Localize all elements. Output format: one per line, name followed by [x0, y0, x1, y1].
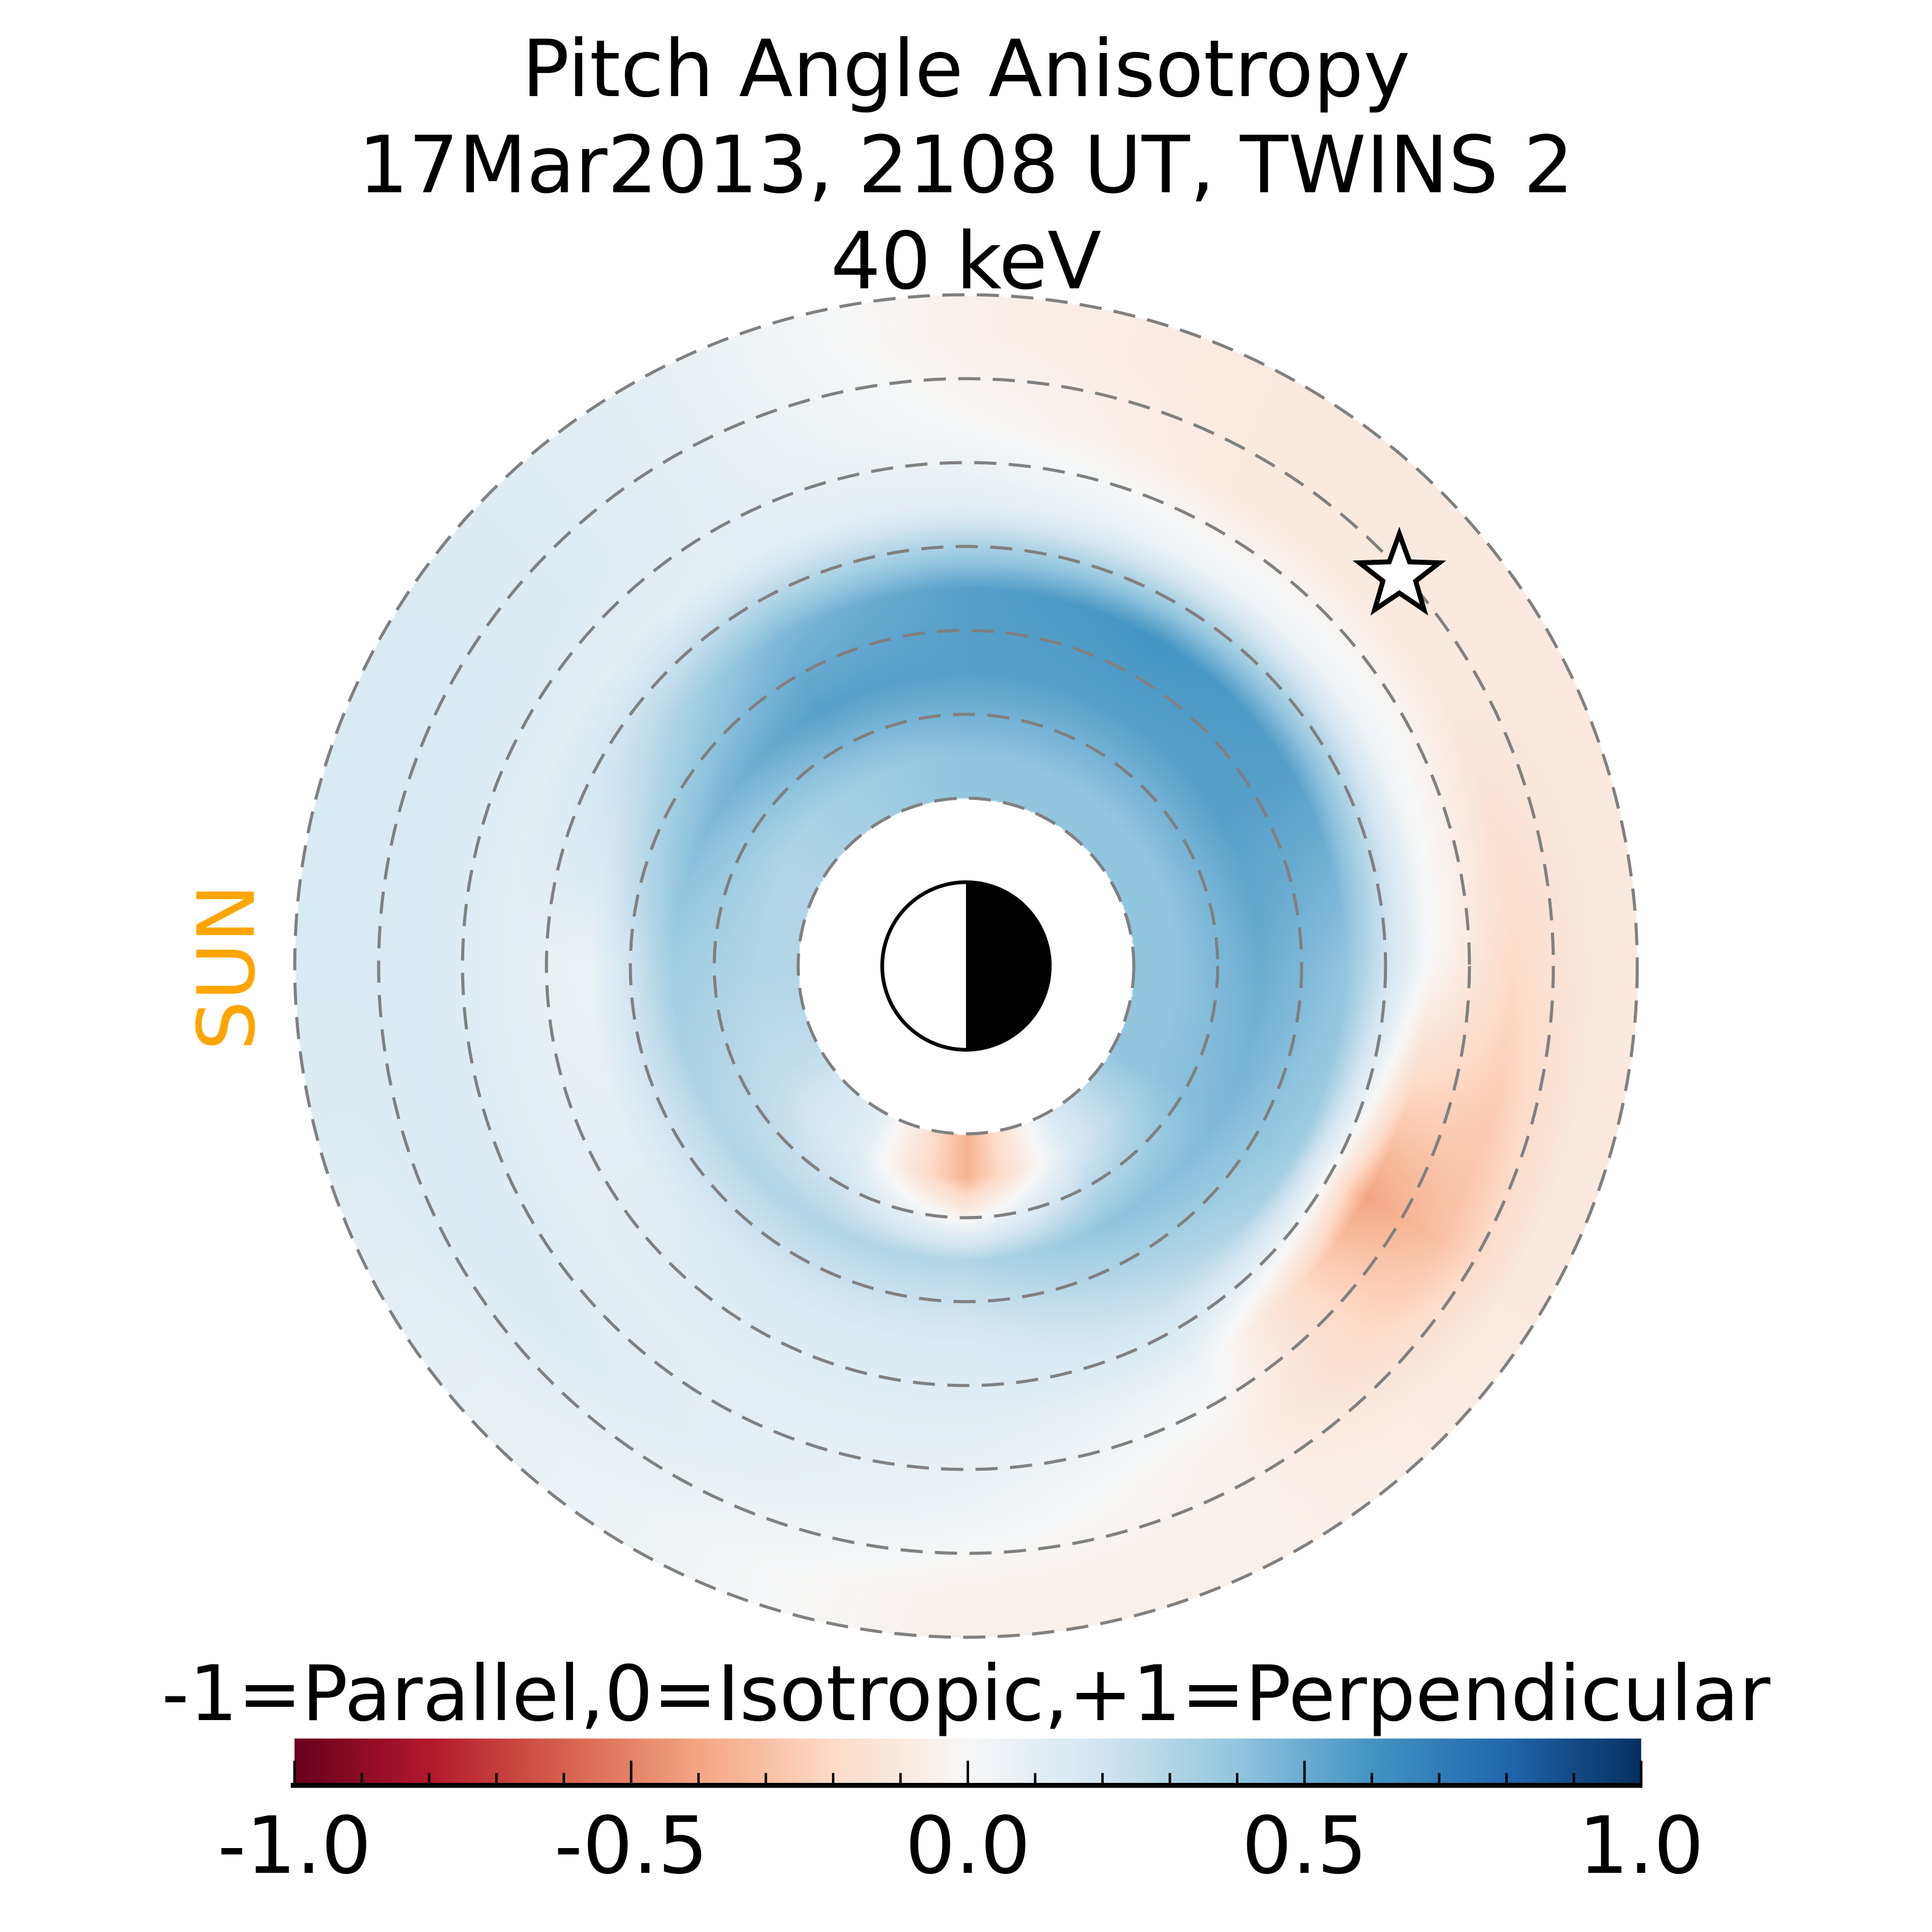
colorbar-label: -1=Parallel,0=Isotropic,+1=Perpendicular	[161, 1648, 1771, 1739]
colorbar-tick-label: 0.0	[905, 1801, 1031, 1893]
L-shell-ring	[796, 796, 1136, 1136]
L-shell-ring	[377, 377, 1555, 1555]
chart-subtitle-date: 17Mar2013, 2108 UT, TWINS 2	[358, 120, 1574, 213]
L-shell-ring	[629, 629, 1303, 1303]
colorbar-tick-label: 0.5	[1241, 1801, 1367, 1893]
sun-label: SUN	[182, 883, 274, 1051]
L-shell-ring	[712, 712, 1220, 1220]
colorbar-tick-label: -1.0	[217, 1801, 372, 1893]
colorbar-tick-label: 1.0	[1578, 1801, 1704, 1893]
L-shell-ring	[545, 545, 1387, 1387]
spacecraft-star-marker	[1352, 526, 1447, 616]
earth-icon	[880, 880, 1052, 1052]
L-shell-ring	[461, 461, 1471, 1471]
chart-title: Pitch Angle Anisotropy	[522, 24, 1410, 116]
L-shell-ring	[293, 293, 1639, 1639]
colorbar-tick-label: -0.5	[554, 1801, 708, 1893]
chart-subtitle-energy: 40 keV	[830, 217, 1102, 309]
